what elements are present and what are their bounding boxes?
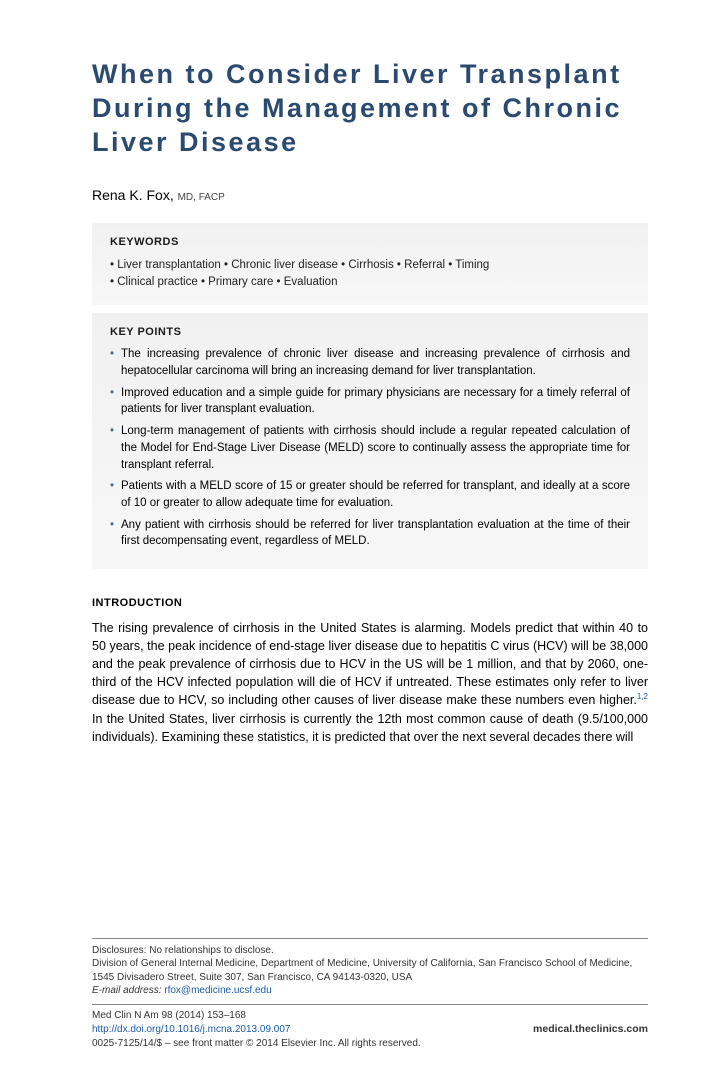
journal-citation: Med Clin N Am 98 (2014) 153–168 <box>92 1009 246 1023</box>
footer-rule <box>92 1004 648 1005</box>
keywords-line: • Liver transplantation • Chronic liver … <box>110 257 630 274</box>
email-link[interactable]: rfox@medicine.ucsf.edu <box>164 985 271 996</box>
footer-rule <box>92 938 648 939</box>
keypoint-item: Any patient with cirrhosis should be ref… <box>110 517 630 550</box>
introduction-heading: INTRODUCTION <box>92 597 648 609</box>
intro-text: In the United States, liver cirrhosis is… <box>92 712 648 744</box>
article-footer: Disclosures: No relationships to disclos… <box>92 938 648 1051</box>
keypoint-item: Patients with a MELD score of 15 or grea… <box>110 478 630 511</box>
keywords-line: • Clinical practice • Primary care • Eva… <box>110 274 630 291</box>
keywords-box: KEYWORDS • Liver transplantation • Chron… <box>92 223 648 304</box>
keypoints-heading: KEY POINTS <box>110 325 630 341</box>
keypoint-item: The increasing prevalence of chronic liv… <box>110 346 630 379</box>
introduction-paragraph: The rising prevalence of cirrhosis in th… <box>92 619 648 746</box>
keypoints-box: KEY POINTS The increasing prevalence of … <box>92 313 648 569</box>
author-credentials: MD, FACP <box>178 192 225 203</box>
keypoints-list: The increasing prevalence of chronic liv… <box>110 346 630 549</box>
journal-site[interactable]: medical.theclinics.com <box>533 1022 648 1036</box>
intro-text: The rising prevalence of cirrhosis in th… <box>92 621 648 708</box>
doi-link[interactable]: http://dx.doi.org/10.1016/j.mcna.2013.09… <box>92 1023 290 1037</box>
author-line: Rena K. Fox, MD, FACP <box>92 187 648 203</box>
keywords-heading: KEYWORDS <box>110 235 630 251</box>
affiliation-text: Division of General Internal Medicine, D… <box>92 957 648 984</box>
email-label: E-mail address: <box>92 985 161 996</box>
copyright-text: 0025-7125/14/$ – see front matter © 2014… <box>92 1037 648 1051</box>
disclosures-text: Disclosures: No relationships to disclos… <box>92 944 648 958</box>
keypoint-item: Improved education and a simple guide fo… <box>110 385 630 418</box>
author-name: Rena K. Fox, <box>92 187 174 203</box>
citation-superscript[interactable]: 1,2 <box>637 692 648 701</box>
keypoint-item: Long-term management of patients with ci… <box>110 423 630 473</box>
article-title: When to Consider Liver Transplant During… <box>92 58 648 159</box>
